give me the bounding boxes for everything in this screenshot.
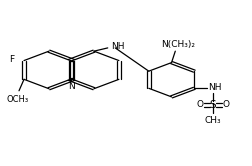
Text: O: O (222, 100, 229, 109)
Text: CH₃: CH₃ (204, 116, 220, 125)
Text: O: O (196, 100, 203, 109)
Text: NH: NH (110, 42, 124, 51)
Text: NH: NH (207, 83, 221, 92)
Text: OCH₃: OCH₃ (7, 95, 29, 104)
Text: N(CH₃)₂: N(CH₃)₂ (160, 40, 194, 49)
Text: N: N (68, 82, 75, 91)
Text: S: S (209, 100, 215, 110)
Text: F: F (9, 55, 14, 64)
